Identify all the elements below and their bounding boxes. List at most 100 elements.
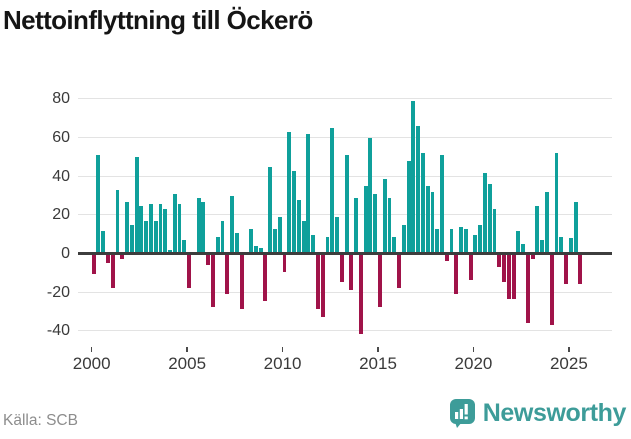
bar-positive [215, 236, 220, 252]
bar-negative [263, 255, 268, 302]
bar-positive [129, 224, 134, 252]
bar-positive [249, 228, 254, 252]
newsworthy-logo-text: Newsworthy [482, 398, 627, 427]
x-axis-tick [377, 347, 379, 352]
source-label: Källa: SCB [3, 412, 78, 429]
x-axis-label: 2000 [72, 354, 111, 373]
bar-negative [239, 255, 244, 310]
newsworthy-logo[interactable]: Newsworthy [449, 398, 626, 428]
bar-positive [158, 203, 163, 252]
bar-negative [497, 255, 502, 267]
bar-positive [478, 224, 483, 252]
bar-positive [483, 172, 487, 252]
bar-positive [163, 209, 168, 252]
bar-negative [506, 255, 511, 300]
gridline [78, 330, 612, 332]
gridline [78, 136, 612, 138]
x-axis-tick [186, 347, 188, 352]
bar-positive [387, 197, 392, 252]
bar-negative [525, 255, 530, 323]
bar-negative [211, 255, 215, 308]
bar-positive [201, 201, 206, 252]
bar-positive [425, 186, 430, 252]
x-axis-tick [90, 347, 93, 352]
bar-positive [492, 209, 497, 252]
bar-positive [125, 201, 129, 252]
x-axis-label: 2010 [263, 354, 302, 373]
bar-positive [420, 153, 425, 252]
bar-negative [378, 255, 382, 308]
bar-negative [549, 255, 554, 325]
bar-positive [234, 232, 239, 252]
x-axis-label: 2005 [168, 354, 207, 373]
bar-positive [311, 234, 316, 252]
bar-positive [168, 250, 172, 252]
bar-positive [177, 203, 182, 252]
bar-positive [325, 236, 330, 252]
gridline [78, 291, 612, 293]
bar-negative [511, 255, 516, 300]
bar-negative [454, 255, 459, 294]
bar-negative [282, 255, 287, 273]
bar-positive [230, 195, 234, 252]
bar-negative [349, 255, 354, 290]
x-axis-tick [568, 347, 570, 352]
bar-negative [320, 255, 325, 317]
bar-negative [578, 255, 583, 284]
bar-negative [358, 255, 363, 335]
bar-positive [292, 170, 296, 252]
bar-positive [220, 221, 225, 252]
bar-positive [335, 217, 339, 252]
bar-negative [225, 255, 230, 294]
x-axis-tick [472, 347, 475, 352]
bar-positive [306, 134, 311, 252]
bar-positive [144, 221, 149, 252]
bar-negative [502, 255, 506, 283]
bar-positive [273, 228, 277, 252]
bar-positive [487, 184, 492, 252]
bar-positive [101, 230, 106, 252]
gridline [78, 98, 612, 100]
bar-positive [368, 137, 373, 252]
bar-positive [406, 161, 411, 252]
bar-positive [411, 101, 416, 252]
bar-positive [287, 132, 292, 252]
newsworthy-badge-icon [449, 398, 476, 428]
bar-positive [344, 155, 349, 252]
bar-positive [535, 205, 540, 252]
bar-negative [120, 255, 125, 259]
bar-positive [516, 230, 521, 252]
bar-positive [182, 240, 187, 252]
bar-negative [187, 255, 192, 288]
bar-positive [373, 193, 378, 252]
bar-negative [339, 255, 344, 283]
bar-negative [315, 255, 320, 310]
bar-positive [139, 205, 144, 252]
bar-negative [444, 255, 449, 261]
bar-positive [435, 228, 440, 252]
bar-positive [540, 240, 545, 252]
zero-axis-line [78, 252, 612, 255]
bar-positive [196, 197, 201, 252]
bar-positive [440, 155, 444, 252]
bar-positive [382, 178, 387, 252]
bar-positive [392, 236, 397, 252]
bar-positive [172, 193, 177, 252]
bar-positive [148, 203, 153, 252]
bar-negative [106, 255, 110, 263]
bar-positive [363, 186, 368, 252]
bar-negative [564, 255, 569, 284]
bar-positive [153, 221, 158, 252]
y-axis-label: 80 [52, 90, 70, 108]
bar-positive [354, 197, 359, 252]
bar-positive [301, 221, 306, 252]
bar-negative [468, 255, 473, 281]
x-axis-tick [281, 347, 284, 352]
bar-positive [559, 236, 564, 252]
bar-negative [110, 255, 115, 288]
bar-positive [459, 226, 464, 252]
y-axis-label: 40 [52, 167, 70, 185]
bar-positive [449, 228, 454, 252]
bar-positive [545, 192, 549, 252]
bar-positive [296, 199, 301, 252]
